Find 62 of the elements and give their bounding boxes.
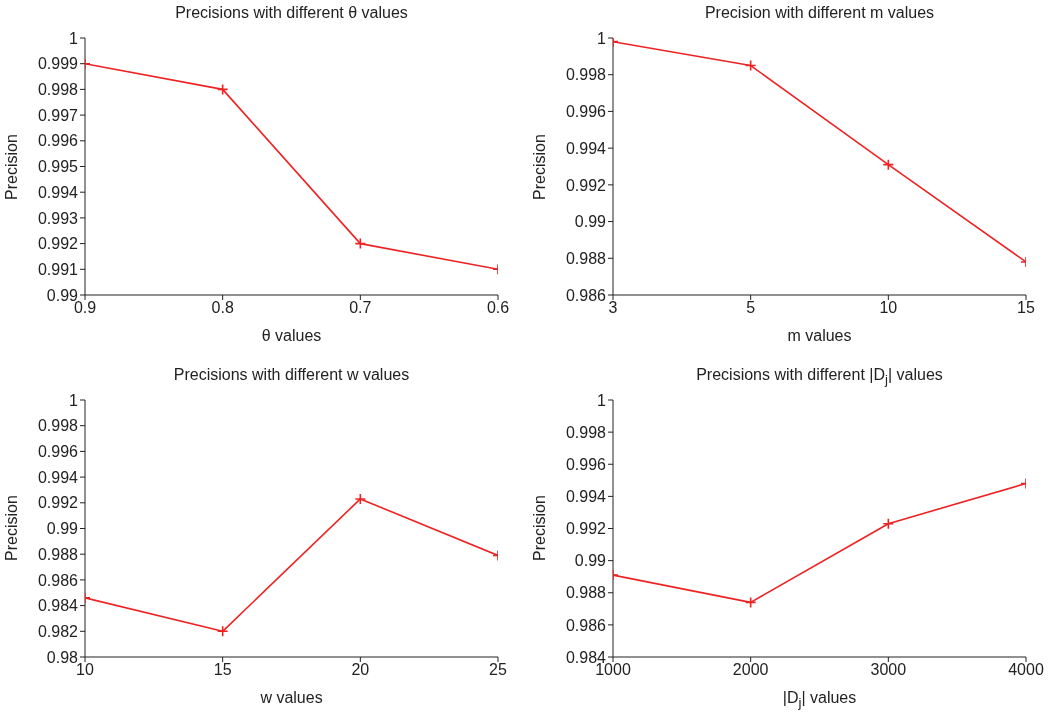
- x-tick-label: 0.7: [349, 299, 372, 317]
- chart-title: Precisions with different |D$_{j}$| values: [695, 365, 944, 387]
- y-tick-label: 1: [69, 391, 79, 409]
- x-tick-label: 3000: [870, 660, 907, 678]
- y-tick-label: 0.996: [37, 132, 79, 150]
- y-tick-label: 0.986: [37, 571, 79, 589]
- y-tick-label: 0.988: [565, 583, 607, 601]
- y-tick-label: 0.996: [565, 103, 607, 121]
- x-tick-label: 5: [746, 299, 756, 317]
- y-tick-label: 1: [597, 391, 607, 409]
- y-axis-title: Precision: [3, 133, 21, 200]
- y-axis-title: Precision: [3, 495, 21, 561]
- x-tick-label: 25: [489, 660, 507, 678]
- x-axis-title: |D$_{j}$| values: [781, 688, 858, 710]
- x-tick-label: 10: [76, 660, 94, 678]
- x-tick-label: 15: [1017, 299, 1035, 317]
- y-tick-label: 0.988: [565, 249, 607, 267]
- y-tick-label: 0.998: [565, 66, 607, 84]
- y-tick-label: 0.998: [565, 423, 607, 441]
- y-tick-label: 0.997: [37, 106, 79, 124]
- y-tick-label: 1: [597, 29, 607, 47]
- y-tick-label: 0.998: [37, 416, 79, 434]
- x-axis-title: w values: [259, 688, 324, 707]
- x-tick-label: 0.8: [211, 299, 234, 317]
- y-tick-label: 0.992: [37, 235, 79, 253]
- y-tick-label: 0.991: [37, 260, 79, 278]
- y-tick-label: 0.994: [37, 468, 79, 486]
- y-tick-label: 0.999: [37, 55, 79, 73]
- x-tick-label: 4000: [1008, 660, 1044, 678]
- y-axis-title: Precision: [531, 495, 549, 561]
- y-tick-label: 0.984: [37, 596, 79, 614]
- x-axis-title: m values: [786, 327, 853, 345]
- x-axis-title: θ values: [260, 327, 323, 345]
- y-tick-label: 0.992: [37, 493, 79, 511]
- y-tick-label: 0.982: [37, 622, 79, 640]
- chart-title: Precisions with different w values: [172, 365, 411, 384]
- x-tick-label: 10: [879, 299, 898, 317]
- y-tick-label: 0.998: [37, 81, 79, 99]
- y-tick-label: 1: [69, 29, 79, 47]
- x-tick-label: 15: [213, 660, 232, 678]
- chart-title: Precision with different m values: [703, 4, 936, 22]
- y-tick-label: 0.996: [37, 442, 79, 460]
- y-axis-title: Precision: [531, 133, 549, 200]
- y-tick-label: 0.992: [565, 176, 607, 194]
- y-tick-label: 0.992: [565, 519, 607, 537]
- y-tick-label: 0.993: [37, 209, 79, 227]
- chart-title: Precisions with different θ values: [174, 4, 409, 22]
- y-tick-label: 0.994: [565, 487, 607, 505]
- y-tick-label: 0.986: [565, 286, 607, 304]
- x-tick-label: 2000: [732, 660, 769, 678]
- x-tick-label: 0.6: [486, 299, 510, 317]
- y-tick-label: 0.994: [565, 139, 607, 157]
- y-tick-label: 0.99: [574, 213, 607, 231]
- x-tick-label: 20: [351, 660, 370, 678]
- y-tick-label: 0.994: [37, 183, 79, 201]
- y-tick-label: 0.986: [565, 616, 607, 634]
- y-tick-label: 0.99: [46, 519, 79, 537]
- y-tick-label: 0.99: [574, 551, 607, 569]
- y-tick-label: 0.995: [37, 158, 79, 176]
- y-tick-label: 0.988: [37, 545, 79, 563]
- y-tick-label: 0.996: [565, 455, 607, 473]
- x-tick-label: 3: [608, 299, 618, 317]
